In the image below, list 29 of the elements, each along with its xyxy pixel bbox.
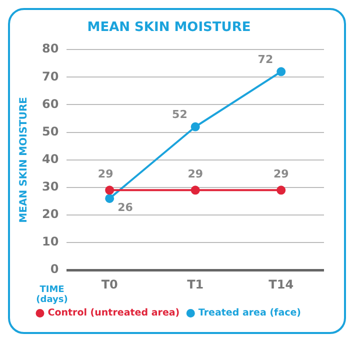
- data-label: 52: [172, 108, 188, 122]
- y-tick-label: 20: [42, 207, 59, 222]
- legend-label: Control (untreated area): [48, 308, 180, 319]
- x-tick-label: T1: [187, 277, 204, 292]
- point: [276, 67, 286, 76]
- chart-title: MEAN SKIN MOISTURE: [87, 20, 251, 36]
- y-tick-label: 70: [42, 69, 59, 84]
- y-tick-label: 10: [42, 234, 59, 249]
- y-tick-label: 30: [42, 180, 59, 194]
- point: [190, 122, 200, 132]
- point: [276, 186, 286, 195]
- y-tick-label: 40: [42, 152, 59, 166]
- point: [105, 194, 114, 203]
- x-tick-label: T14: [268, 277, 294, 292]
- data-label: 29: [98, 168, 114, 181]
- y-axis-title: MEAN SKIN MOISTURE: [18, 96, 30, 223]
- x-tick-label: T0: [101, 277, 118, 292]
- point: [105, 186, 114, 195]
- y-tick-label: 60: [42, 96, 59, 111]
- data-label: 72: [258, 53, 274, 66]
- data-label: 26: [118, 200, 134, 214]
- y-tick-label: 0: [50, 262, 59, 276]
- y-tick-label: 80: [42, 42, 59, 56]
- y-tick-label: 50: [42, 124, 59, 138]
- data-label: 29: [188, 168, 204, 181]
- x-axis-title: TIME (days): [30, 285, 74, 305]
- point: [190, 186, 200, 195]
- data-label: 29: [273, 168, 289, 181]
- legend-label: Treated area (face): [198, 308, 302, 319]
